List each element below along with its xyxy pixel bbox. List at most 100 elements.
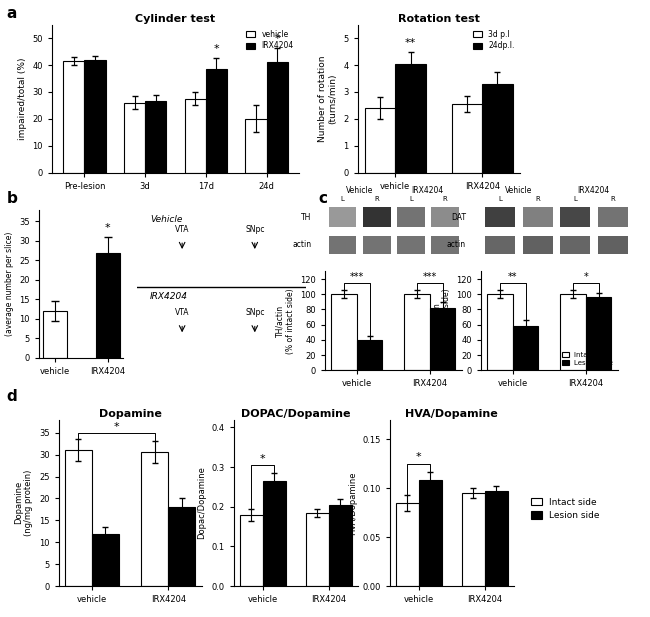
Text: L: L <box>409 196 413 202</box>
Bar <box>419 480 442 586</box>
Text: Vehicle: Vehicle <box>150 215 183 224</box>
Bar <box>306 513 329 586</box>
Bar <box>185 99 206 173</box>
Bar <box>486 207 515 227</box>
Bar <box>84 60 106 173</box>
Bar <box>396 503 419 586</box>
Bar <box>206 69 227 173</box>
Legend: 3d p.l, 24dp.l.: 3d p.l, 24dp.l. <box>471 28 516 52</box>
Bar <box>523 207 552 227</box>
Text: Vehicle: Vehicle <box>504 186 532 196</box>
Text: TH: TH <box>301 213 311 222</box>
Bar <box>329 505 352 586</box>
Legend: vehicle, IRX4204: vehicle, IRX4204 <box>244 28 295 52</box>
Bar <box>142 452 168 586</box>
Y-axis label: Number of rotation
(turns/min): Number of rotation (turns/min) <box>318 56 337 142</box>
Text: *: * <box>105 223 111 233</box>
Bar <box>485 491 508 586</box>
Title: Rotation test: Rotation test <box>398 14 480 24</box>
Text: *: * <box>214 44 219 54</box>
Text: IRX4204: IRX4204 <box>577 186 609 196</box>
Bar <box>513 326 538 370</box>
Title: Dopamine: Dopamine <box>99 409 161 419</box>
Text: d: d <box>6 389 18 404</box>
Text: IRX4204: IRX4204 <box>411 186 443 196</box>
Bar <box>430 308 455 370</box>
Bar <box>597 207 627 227</box>
Text: VTA: VTA <box>175 308 189 317</box>
Text: actin: actin <box>447 240 466 249</box>
Text: R: R <box>536 196 540 202</box>
Y-axis label: impaired/total (%): impaired/total (%) <box>18 57 27 140</box>
Text: SNpc: SNpc <box>245 308 265 317</box>
Text: actin: actin <box>292 240 311 249</box>
Text: c: c <box>318 191 328 206</box>
Legend: Intact side, Lesion side: Intact side, Lesion side <box>531 498 599 520</box>
Bar <box>168 507 195 586</box>
Bar <box>357 340 382 370</box>
Text: **: ** <box>508 272 517 282</box>
Text: *: * <box>583 272 588 282</box>
Bar <box>43 311 67 358</box>
Bar <box>395 64 426 173</box>
Bar <box>365 108 395 173</box>
Bar <box>452 104 482 173</box>
Bar <box>266 62 288 173</box>
Y-axis label: HVA/Dopamine: HVA/Dopamine <box>348 471 357 534</box>
Text: R: R <box>443 196 447 202</box>
Bar <box>124 103 145 173</box>
Text: b: b <box>6 191 18 206</box>
Text: L: L <box>499 196 502 202</box>
Bar <box>329 236 356 254</box>
Text: *: * <box>114 422 120 432</box>
Bar <box>145 101 166 173</box>
Bar <box>432 207 459 227</box>
Text: R: R <box>610 196 615 202</box>
Bar <box>560 236 590 254</box>
Text: DAT: DAT <box>451 213 466 222</box>
Y-axis label: TH/actin
(% of intact side): TH/actin (% of intact side) <box>275 288 294 354</box>
Text: IRX4204: IRX4204 <box>150 292 188 301</box>
Bar <box>560 207 590 227</box>
Bar <box>462 493 485 586</box>
Bar <box>523 236 552 254</box>
Bar <box>240 515 263 586</box>
Title: HVA/Dopamine: HVA/Dopamine <box>406 409 498 419</box>
Bar <box>332 294 357 370</box>
Bar <box>486 236 515 254</box>
Bar <box>397 207 424 227</box>
Y-axis label: Dopamine
(ng/mg protein): Dopamine (ng/mg protein) <box>14 470 33 536</box>
Text: a: a <box>6 6 17 21</box>
Y-axis label: Dopac/Dopamine: Dopac/Dopamine <box>197 466 206 539</box>
Bar <box>92 534 118 586</box>
Text: L: L <box>341 196 344 202</box>
Bar <box>597 236 627 254</box>
Text: ***: *** <box>350 272 364 282</box>
Text: L: L <box>573 196 577 202</box>
Text: Vehicle: Vehicle <box>345 186 373 196</box>
Bar <box>63 61 84 173</box>
Title: Cylinder test: Cylinder test <box>135 14 216 24</box>
Bar <box>482 84 513 173</box>
Text: *: * <box>274 33 280 44</box>
Text: ***: *** <box>422 272 437 282</box>
Y-axis label: SN TH-ir cells
(average number per slice): SN TH-ir cells (average number per slice… <box>0 231 14 336</box>
Y-axis label: DAT/actin
(% of intact side): DAT/actin (% of intact side) <box>431 288 450 354</box>
Text: R: R <box>374 196 379 202</box>
Bar <box>488 294 513 370</box>
Bar <box>397 236 424 254</box>
Bar <box>586 297 611 370</box>
Bar <box>363 236 391 254</box>
Bar <box>263 481 286 586</box>
Legend: Intact side, Lesion side: Intact side, Lesion side <box>561 351 614 366</box>
Title: DOPAC/Dopamine: DOPAC/Dopamine <box>241 409 350 419</box>
Text: *: * <box>416 452 422 462</box>
Text: *: * <box>260 454 266 464</box>
Bar <box>96 252 120 358</box>
Text: SNpc: SNpc <box>245 225 265 234</box>
Bar <box>65 450 92 586</box>
Bar <box>560 294 586 370</box>
Bar <box>245 119 266 173</box>
Text: **: ** <box>405 38 416 48</box>
Bar <box>363 207 391 227</box>
